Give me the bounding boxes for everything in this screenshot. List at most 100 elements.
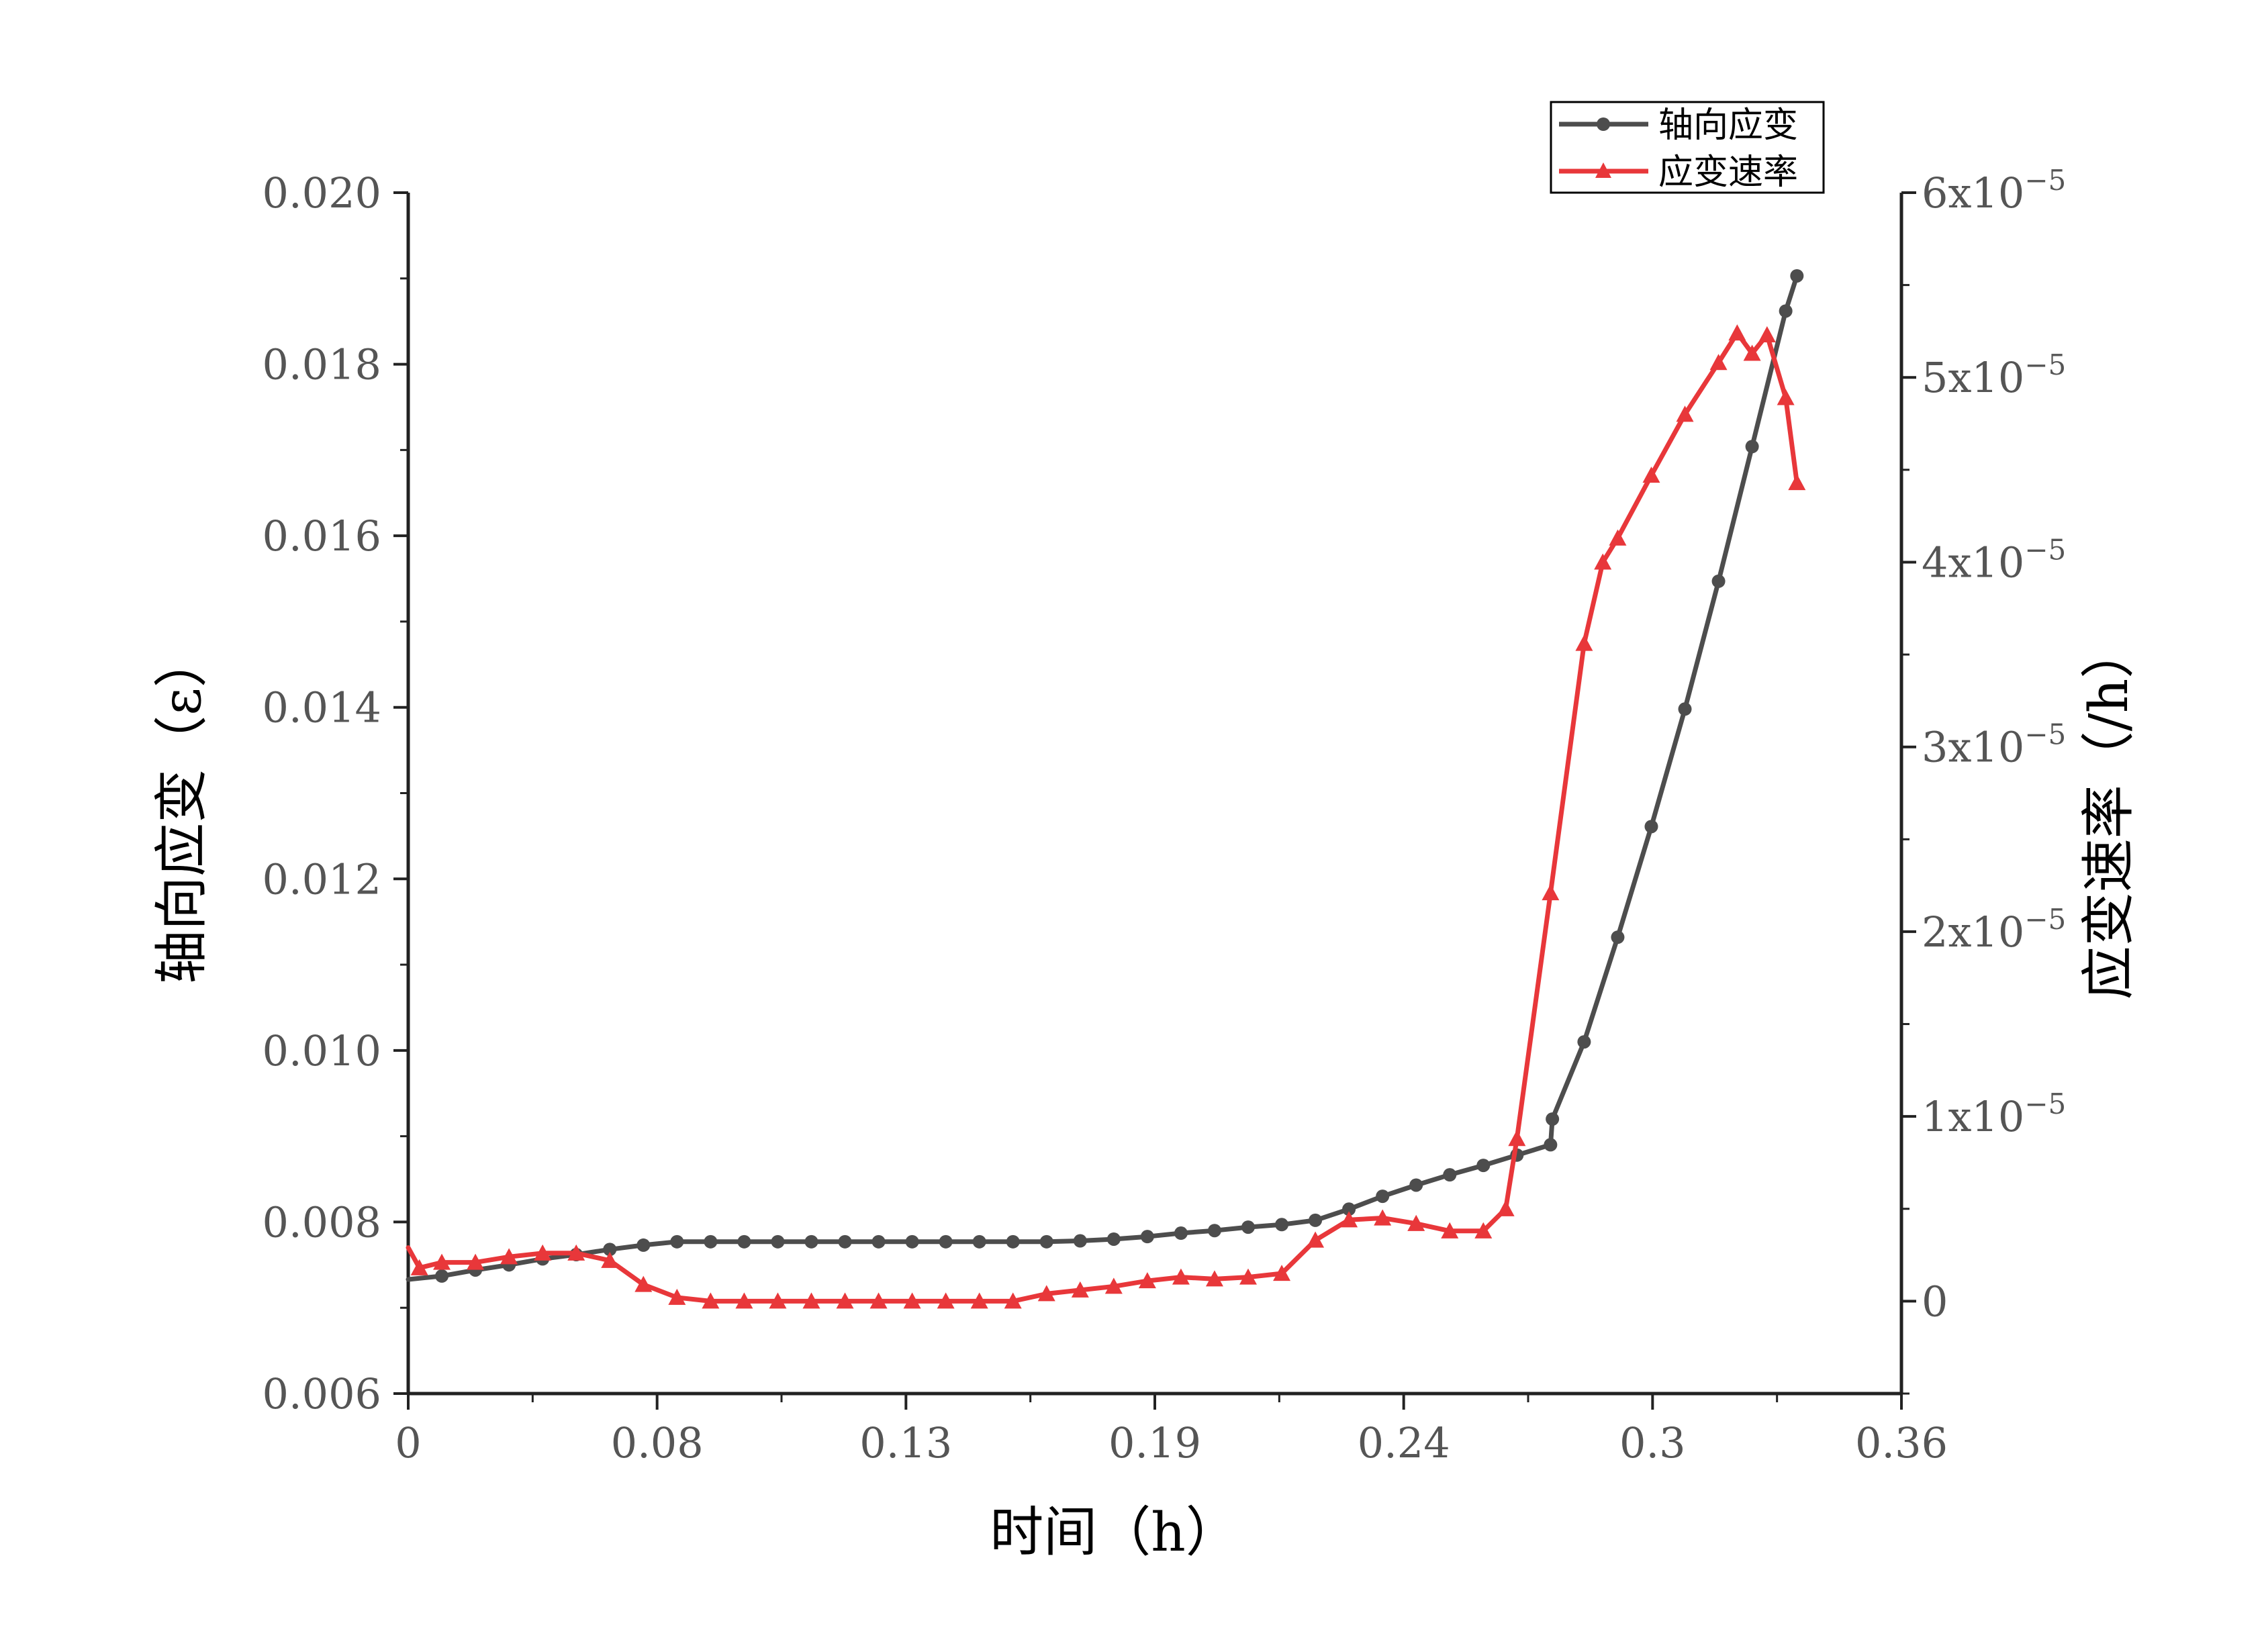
data-point-rate xyxy=(1743,344,1761,361)
data-point-rate xyxy=(1407,1214,1425,1231)
y-tick-label: 0.012 xyxy=(263,855,382,904)
y-tick-label: 0.008 xyxy=(263,1198,382,1247)
data-point-rate xyxy=(903,1292,921,1309)
data-point-strain xyxy=(1544,1138,1558,1152)
data-point-strain xyxy=(1711,574,1726,588)
data-point-strain xyxy=(871,1234,886,1249)
data-point-strain xyxy=(435,1269,449,1283)
data-point-strain xyxy=(1577,1035,1591,1049)
data-point-rate xyxy=(1172,1268,1190,1285)
tick-labels: 0.006 0.008 0.010 0.012 0.014 0.016 0.018 0.020… xyxy=(263,164,2067,1467)
data-point-rate xyxy=(702,1292,720,1309)
data-point-rate xyxy=(1374,1209,1392,1226)
legend-label-strain: 轴向应变 xyxy=(1658,105,1798,146)
y-tick-label: 0.014 xyxy=(263,683,382,732)
data-point-rate xyxy=(601,1251,619,1268)
data-point-strain xyxy=(1174,1226,1188,1241)
data-point-strain xyxy=(1039,1234,1053,1249)
data-point-rate xyxy=(1474,1222,1493,1238)
data-point-strain xyxy=(1275,1218,1289,1232)
data-point-strain xyxy=(1342,1202,1356,1216)
data-point-rate xyxy=(467,1253,485,1270)
x-tick-label: 0.36 xyxy=(1855,1418,1948,1467)
y-tick-label: 0.020 xyxy=(263,168,382,217)
data-point-strain xyxy=(1073,1234,1087,1248)
data-point-strain xyxy=(1207,1224,1221,1238)
data-point-rate xyxy=(1138,1272,1156,1289)
data-point-strain xyxy=(838,1234,852,1249)
y-tick-label: 0.016 xyxy=(263,512,382,561)
data-point-strain xyxy=(1546,1112,1560,1126)
data-point-strain xyxy=(603,1243,617,1257)
data-point-rate xyxy=(970,1292,988,1309)
data-point-rate xyxy=(1575,634,1593,651)
data-point-strain xyxy=(939,1234,953,1249)
data-point-strain xyxy=(1241,1220,1255,1234)
data-point-rate xyxy=(802,1292,820,1309)
data-point-strain xyxy=(1309,1213,1323,1227)
data-point-strain xyxy=(1106,1232,1121,1246)
data-point-rate xyxy=(1037,1285,1055,1302)
legend-marker-rate xyxy=(1595,162,1611,178)
data-point-rate xyxy=(1777,389,1795,405)
data-point-strain xyxy=(905,1234,919,1249)
data-point-rate xyxy=(769,1292,787,1309)
y2-tick-label: 2x10−5 xyxy=(1922,903,2066,957)
y2-tick-label: 6x10−5 xyxy=(1922,164,2066,217)
data-point-rate xyxy=(668,1288,686,1305)
data-point-rate xyxy=(1205,1270,1223,1287)
data-point-rate xyxy=(1004,1292,1022,1309)
data-point-rate xyxy=(836,1292,854,1309)
data-point-rate xyxy=(1788,474,1806,491)
data-point-strain xyxy=(1611,930,1625,944)
data-point-rate xyxy=(433,1253,451,1270)
data-point-rate xyxy=(534,1244,552,1261)
data-point-rate xyxy=(1104,1277,1123,1294)
data-point-rate xyxy=(1594,553,1612,570)
x-axis-title: 时间（h） xyxy=(990,1501,1239,1563)
data-point-rate xyxy=(1642,467,1660,483)
data-point-rate xyxy=(1071,1281,1089,1298)
y2-tick-label: 4x10−5 xyxy=(1922,533,2066,587)
data-point-rate xyxy=(1508,1130,1526,1147)
x-tick-label: 0.13 xyxy=(859,1418,952,1467)
data-point-strain xyxy=(1006,1234,1020,1249)
series-line-0 xyxy=(406,273,1799,1282)
x-tick-label: 0.08 xyxy=(611,1418,704,1467)
data-point-rate xyxy=(937,1292,955,1309)
series-line-1 xyxy=(406,330,1799,1304)
data-point-rate xyxy=(735,1292,753,1309)
x-tick-label: 0.3 xyxy=(1619,1418,1686,1467)
data-point-rate xyxy=(1239,1268,1257,1285)
plot-area xyxy=(406,269,1806,1309)
data-point-strain xyxy=(636,1238,651,1252)
y2-tick-label: 5x10−5 xyxy=(1922,348,2066,402)
data-point-rate xyxy=(1273,1265,1291,1281)
data-point-strain xyxy=(1409,1178,1423,1192)
data-point-rate xyxy=(1728,324,1746,341)
data-point-strain xyxy=(704,1234,718,1249)
data-point-strain xyxy=(737,1234,751,1249)
data-point-rate xyxy=(1676,405,1694,422)
data-point-rate xyxy=(634,1275,653,1292)
data-point-strain xyxy=(1443,1168,1457,1182)
data-point-strain xyxy=(1476,1159,1491,1173)
x-tick-label: 0 xyxy=(395,1418,421,1467)
data-point-strain xyxy=(1779,304,1793,318)
data-point-rate xyxy=(1758,326,1776,342)
y2-axis-title: 应变速率（/h） xyxy=(2077,625,2140,1000)
data-point-rate xyxy=(869,1292,888,1309)
data-point-strain xyxy=(1140,1230,1154,1244)
data-point-strain xyxy=(1644,820,1658,834)
data-point-rate xyxy=(1609,529,1627,546)
data-point-strain xyxy=(972,1234,986,1249)
data-point-strain xyxy=(1376,1189,1390,1204)
data-point-rate xyxy=(1307,1231,1325,1248)
data-point-strain xyxy=(771,1234,785,1249)
data-point-strain xyxy=(804,1234,818,1249)
data-point-strain xyxy=(670,1234,684,1249)
data-point-rate xyxy=(1441,1222,1459,1238)
x-tick-label: 0.19 xyxy=(1109,1418,1201,1467)
y-tick-label: 0.010 xyxy=(263,1026,382,1075)
y-tick-label: 0.018 xyxy=(263,340,382,389)
